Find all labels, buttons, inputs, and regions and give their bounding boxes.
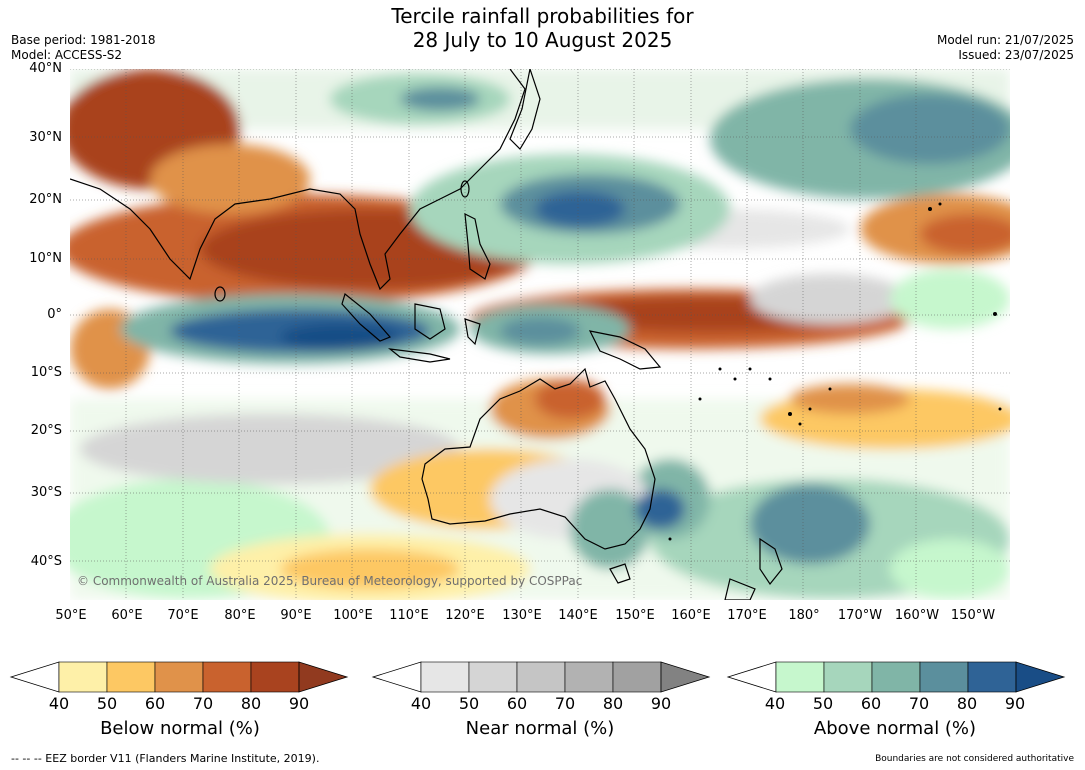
above-colorbar-min-extend — [726, 661, 777, 693]
lat-label-10s: 10°S — [30, 365, 62, 380]
near-tick-60: 60 — [506, 694, 528, 713]
lon-label-170w: 170°W — [837, 608, 883, 623]
probability-fields — [70, 69, 1010, 600]
below-colorbar-segment — [106, 661, 156, 693]
lon-label-80e: 80°E — [224, 608, 256, 623]
lon-label-130e: 130°E — [502, 608, 542, 623]
below-tick-80: 80 — [240, 694, 262, 713]
below-colorbar-segment — [58, 661, 108, 693]
colorbar-strip — [9, 661, 1066, 693]
coastlines — [70, 69, 783, 600]
above-tick-80: 80 — [956, 694, 978, 713]
above-colorbar-segment — [919, 661, 969, 693]
near-colorbar-segment — [420, 661, 470, 693]
below-colorbar-max-extend — [298, 661, 349, 693]
lon-label-160w: 160°W — [894, 608, 940, 623]
lon-label-160e: 160°E — [671, 608, 711, 623]
graticule — [70, 69, 1010, 600]
lon-label-150e: 150°E — [615, 608, 655, 623]
near-tick-70: 70 — [554, 694, 576, 713]
eez-border-note: -- -- -- EEZ border V11 (Flanders Marine… — [11, 752, 320, 765]
above-tick-50: 50 — [812, 694, 834, 713]
meta-left: Base period: 1981-2018 Model: ACCESS-S2 — [11, 33, 156, 63]
near-tick-80: 80 — [602, 694, 624, 713]
model-name: Model: ACCESS-S2 — [11, 48, 123, 62]
lat-label-30n: 30°N — [29, 130, 62, 145]
below-tick-70: 70 — [192, 694, 214, 713]
below-tick-50: 50 — [96, 694, 118, 713]
above-tick-40: 40 — [764, 694, 786, 713]
near-colorbar-max-extend — [660, 661, 711, 693]
lat-label-20n: 20°N — [29, 192, 62, 207]
lon-label-110e: 110°E — [389, 608, 429, 623]
lon-label-140e: 140°E — [558, 608, 598, 623]
below-tick-40: 40 — [48, 694, 70, 713]
pacific-islands — [668, 202, 1002, 541]
meta-right: Model run: 21/07/2025 Issued: 23/07/2025 — [937, 33, 1074, 63]
lon-label-70e: 70°E — [167, 608, 199, 623]
near-tick-90: 90 — [650, 694, 672, 713]
above-colorbar-max-extend — [1015, 661, 1066, 693]
model-run: Model run: 21/07/2025 — [936, 33, 1074, 47]
copyright-text: © Commonwealth of Australia 2025, Bureau… — [77, 574, 582, 588]
near-tick-40: 40 — [410, 694, 432, 713]
colorbar-above-normal — [726, 661, 1066, 693]
near-colorbar-segment — [564, 661, 614, 693]
above-normal-title: Above normal (%) — [813, 718, 977, 739]
near-colorbar-segment — [516, 661, 566, 693]
near-tick-50: 50 — [458, 694, 480, 713]
lon-label-90e: 90°E — [280, 608, 312, 623]
map-title: Tercile rainfall probabilities for 28 Ju… — [0, 4, 1085, 52]
above-tick-60: 60 — [860, 694, 882, 713]
colorbar-below-normal — [9, 661, 349, 693]
near-colorbar-segment — [468, 661, 518, 693]
lon-label-100e: 100°E — [333, 608, 373, 623]
below-normal-title: Below normal (%) — [100, 718, 260, 739]
above-tick-90: 90 — [1004, 694, 1026, 713]
issued-date: Issued: 23/07/2025 — [958, 48, 1074, 62]
near-colorbar-min-extend — [371, 661, 422, 693]
lat-label-20s: 20°S — [30, 423, 62, 438]
colorbar-near-normal — [371, 661, 711, 693]
below-colorbar-segment — [250, 661, 300, 693]
lon-label-60e: 60°E — [111, 608, 143, 623]
below-tick-60: 60 — [144, 694, 166, 713]
above-colorbar-segment — [871, 661, 921, 693]
lat-label-10n: 10°N — [29, 251, 62, 266]
lat-label-30s: 30°S — [30, 485, 62, 500]
above-colorbar-segment — [775, 661, 825, 693]
lon-label-150w: 150°W — [950, 608, 996, 623]
below-colorbar-segment — [202, 661, 252, 693]
near-normal-title: Near normal (%) — [465, 718, 615, 739]
above-colorbar-segment — [823, 661, 873, 693]
boundaries-disclaimer: Boundaries are not considered authoritat… — [875, 754, 1074, 764]
lon-label-180: 180° — [788, 608, 820, 623]
lon-label-170e: 170°E — [727, 608, 767, 623]
below-colorbar-min-extend — [9, 661, 60, 693]
near-colorbar-segment — [612, 661, 662, 693]
above-tick-70: 70 — [908, 694, 930, 713]
title-line-2: 28 July to 10 August 2025 — [412, 28, 673, 52]
title-line-1: Tercile rainfall probabilities for — [391, 4, 694, 28]
lon-label-120e: 120°E — [445, 608, 485, 623]
lat-label-40s: 40°S — [30, 554, 62, 569]
lon-label-50e: 50°E — [55, 608, 87, 623]
lat-label-40n: 40°N — [29, 61, 62, 76]
lat-label-0: 0° — [47, 307, 62, 322]
below-tick-90: 90 — [288, 694, 310, 713]
rainfall-probability-map: © Commonwealth of Australia 2025, Bureau… — [70, 69, 1010, 600]
below-colorbar-segment — [154, 661, 204, 693]
base-period: Base period: 1981-2018 — [11, 33, 156, 47]
above-colorbar-segment — [967, 661, 1017, 693]
